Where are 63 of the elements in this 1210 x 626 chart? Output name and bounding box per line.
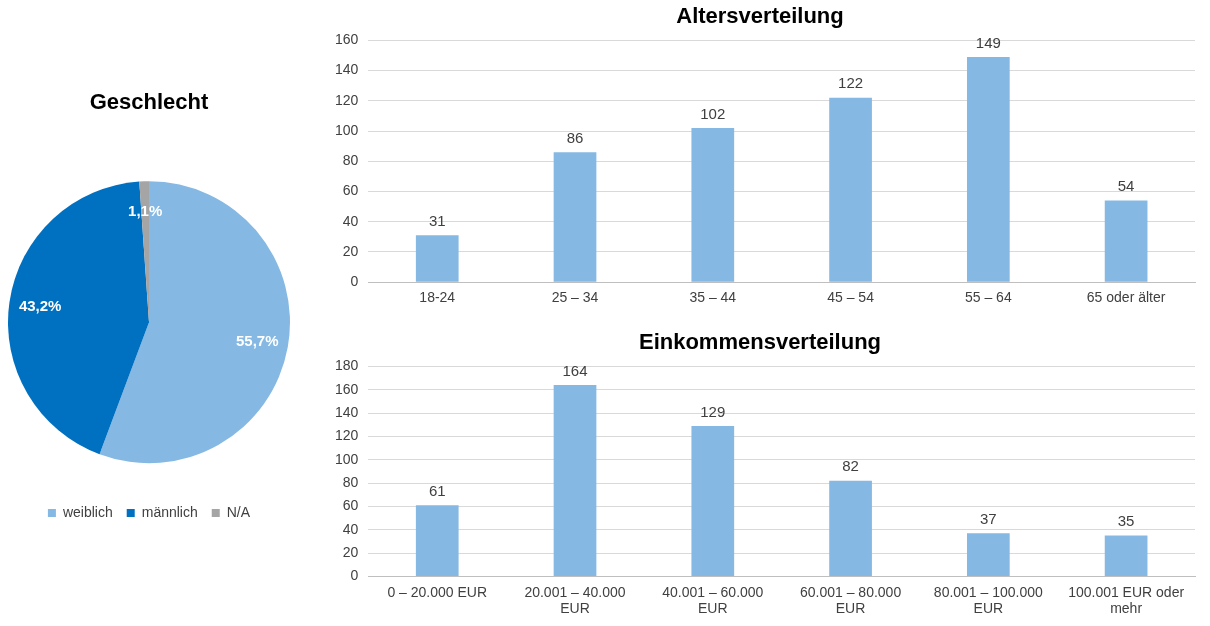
y-tick-label: 120: [335, 427, 359, 444]
bar: [966, 57, 1010, 282]
x-tick-label: 80.001 – 100.000 EUR: [933, 583, 1044, 617]
y-tick-label: 20: [342, 543, 359, 560]
data-label: 37: [980, 509, 997, 527]
data-label: 122: [838, 74, 864, 92]
bar: [829, 97, 872, 282]
data-label: 164: [562, 361, 588, 379]
y-tick-label: 100: [335, 121, 359, 138]
y-tick-label: 180: [335, 357, 359, 374]
y-tick-label: 20: [342, 242, 359, 259]
legend-label: N/A: [226, 503, 251, 520]
x-tick-label: 0 – 20.000 EUR: [387, 583, 488, 600]
data-label: 86: [566, 128, 584, 146]
y-tick-label: 80: [342, 473, 359, 490]
y-tick-label: 140: [335, 61, 359, 78]
y-tick-label: 40: [342, 212, 359, 229]
x-tick-label: 55 – 64: [964, 289, 1012, 306]
bar: [553, 385, 597, 576]
data-label: 129: [700, 402, 726, 420]
legend-label: weiblich: [61, 503, 113, 520]
y-tick-label: 140: [335, 403, 359, 420]
y-tick-label: 60: [342, 182, 359, 199]
chart-title: Einkommensverteilung: [638, 329, 882, 355]
y-tick-label: 60: [342, 497, 359, 514]
x-tick-label: 100.001 EUR oder mehr: [1068, 583, 1185, 617]
x-tick-label: 45 – 54: [827, 289, 875, 306]
y-tick-label: 0: [350, 273, 359, 290]
bar: [966, 533, 1010, 576]
y-tick-label: 80: [342, 152, 359, 169]
bar: [691, 425, 735, 576]
x-tick-label: 18-24: [419, 289, 456, 306]
bar: [415, 235, 459, 282]
data-label: 55,7%: [235, 331, 279, 349]
y-tick-label: 40: [342, 520, 359, 537]
y-tick-label: 100: [335, 450, 359, 467]
bar: [1104, 535, 1148, 576]
y-tick-label: 0: [350, 567, 359, 584]
data-label: 54: [1117, 177, 1135, 195]
chart-title: Altersverteilung: [676, 3, 844, 29]
x-tick-label: 40.001 – 60.000 EUR: [662, 583, 764, 617]
legend-label: männlich: [141, 503, 198, 520]
data-label: 31: [428, 211, 446, 229]
data-label: 149: [975, 33, 1001, 51]
x-tick-label: 25 – 34: [551, 289, 599, 306]
data-label: 82: [842, 457, 859, 475]
data-label: 102: [700, 104, 726, 122]
data-label: 61: [428, 481, 446, 499]
x-tick-label: 60.001 – 80.000 EUR: [799, 583, 902, 617]
bar: [553, 152, 597, 282]
data-label: 35: [1117, 512, 1135, 530]
y-tick-label: 160: [335, 31, 359, 48]
x-tick-label: 65 oder älter: [1086, 289, 1166, 306]
x-tick-label: 20.001 – 40.000 EUR: [524, 583, 626, 617]
bar: [1104, 200, 1148, 282]
bar: [691, 128, 735, 282]
x-tick-label: 35 – 44: [689, 289, 737, 306]
y-tick-label: 160: [335, 380, 359, 397]
data-label: 43,2%: [18, 296, 62, 314]
chart-title: Geschlecht: [89, 89, 209, 115]
bar: [415, 505, 459, 576]
bar: [829, 480, 872, 576]
y-tick-label: 120: [335, 91, 359, 108]
